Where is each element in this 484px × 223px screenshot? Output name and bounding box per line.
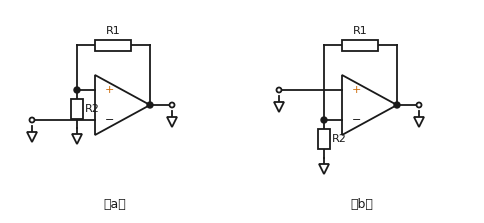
Circle shape xyxy=(276,87,281,93)
Polygon shape xyxy=(95,75,150,135)
Polygon shape xyxy=(413,117,423,127)
Text: R2: R2 xyxy=(85,104,100,114)
Text: R2: R2 xyxy=(332,134,346,144)
Text: R1: R1 xyxy=(106,27,121,37)
Polygon shape xyxy=(27,132,37,142)
Text: R1: R1 xyxy=(352,27,367,37)
Text: −: − xyxy=(105,115,114,125)
Polygon shape xyxy=(341,75,396,135)
Circle shape xyxy=(320,117,326,123)
Circle shape xyxy=(147,102,152,108)
Bar xyxy=(71,99,83,119)
Text: （a）: （a） xyxy=(104,198,126,211)
Text: +: + xyxy=(105,85,114,95)
Circle shape xyxy=(393,102,399,108)
Text: −: − xyxy=(351,115,361,125)
Polygon shape xyxy=(318,164,328,174)
Circle shape xyxy=(30,118,34,122)
Circle shape xyxy=(169,103,174,107)
Bar xyxy=(95,39,131,50)
Bar xyxy=(318,129,329,149)
Text: +: + xyxy=(351,85,361,95)
Polygon shape xyxy=(166,117,177,127)
Bar xyxy=(342,39,378,50)
Polygon shape xyxy=(72,134,82,144)
Circle shape xyxy=(74,87,80,93)
Text: （b）: （b） xyxy=(350,198,373,211)
Circle shape xyxy=(416,103,421,107)
Polygon shape xyxy=(273,102,284,112)
